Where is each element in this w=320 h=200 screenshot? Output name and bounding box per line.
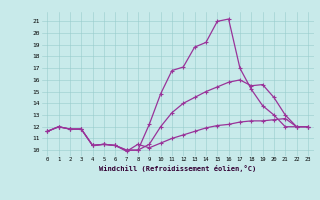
X-axis label: Windchill (Refroidissement éolien,°C): Windchill (Refroidissement éolien,°C) [99,165,256,172]
